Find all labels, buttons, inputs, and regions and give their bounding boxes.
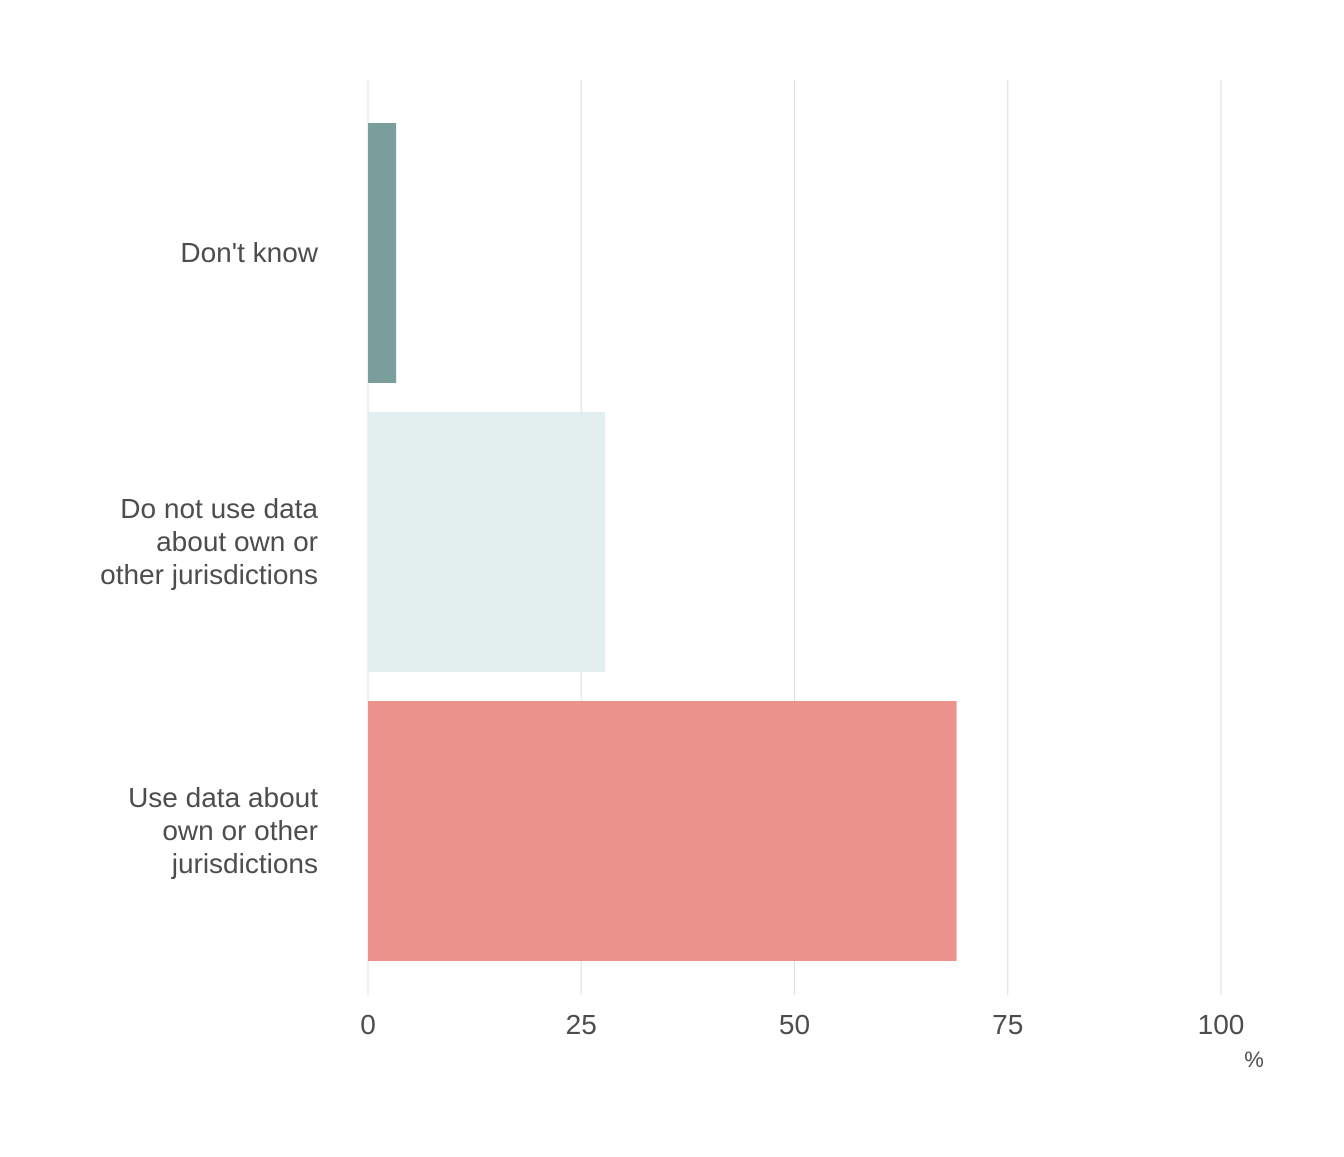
category-label-line: own or other (162, 814, 318, 846)
category-label: Do not use data about own or other jurisdi… (18, 492, 318, 591)
bar (368, 123, 397, 383)
bars (368, 123, 957, 961)
x-tick-label: 50 (779, 1009, 810, 1040)
x-axis-label: % (1244, 1047, 1264, 1072)
category-label-line: Don't know (180, 236, 318, 268)
x-tick-label: 100 (1198, 1009, 1245, 1040)
category-label: Use data about own or other jurisdictions (18, 781, 318, 880)
x-tick-label: 75 (992, 1009, 1023, 1040)
x-tick-label: 0 (360, 1009, 376, 1040)
category-label-line: Do not use data (120, 492, 318, 524)
x-axis-ticks: 0 25 50 75 100 (360, 1009, 1244, 1040)
category-label-line: jurisdictions (171, 847, 318, 879)
category-label-line: about own or (156, 525, 318, 557)
x-tick-label: 25 (566, 1009, 597, 1040)
category-label-line: Use data about (128, 781, 318, 813)
bar (368, 701, 957, 961)
category-label: Don't know (18, 236, 318, 269)
category-label-line: other jurisdictions (100, 558, 318, 590)
bar (368, 412, 606, 672)
